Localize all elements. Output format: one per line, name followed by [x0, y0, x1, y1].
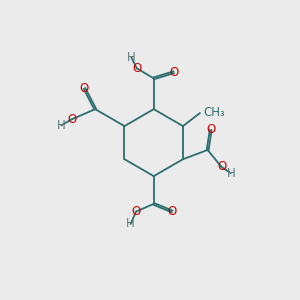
Text: H: H — [127, 51, 136, 64]
Text: H: H — [226, 167, 235, 180]
Text: O: O — [131, 205, 141, 218]
Text: H: H — [57, 119, 66, 132]
Text: H: H — [126, 218, 135, 230]
Text: O: O — [68, 113, 77, 126]
Text: O: O — [169, 66, 178, 79]
Text: O: O — [132, 62, 141, 75]
Text: O: O — [80, 82, 89, 95]
Text: O: O — [217, 160, 226, 173]
Text: O: O — [206, 123, 215, 136]
Text: CH₃: CH₃ — [203, 106, 225, 119]
Text: O: O — [168, 205, 177, 218]
